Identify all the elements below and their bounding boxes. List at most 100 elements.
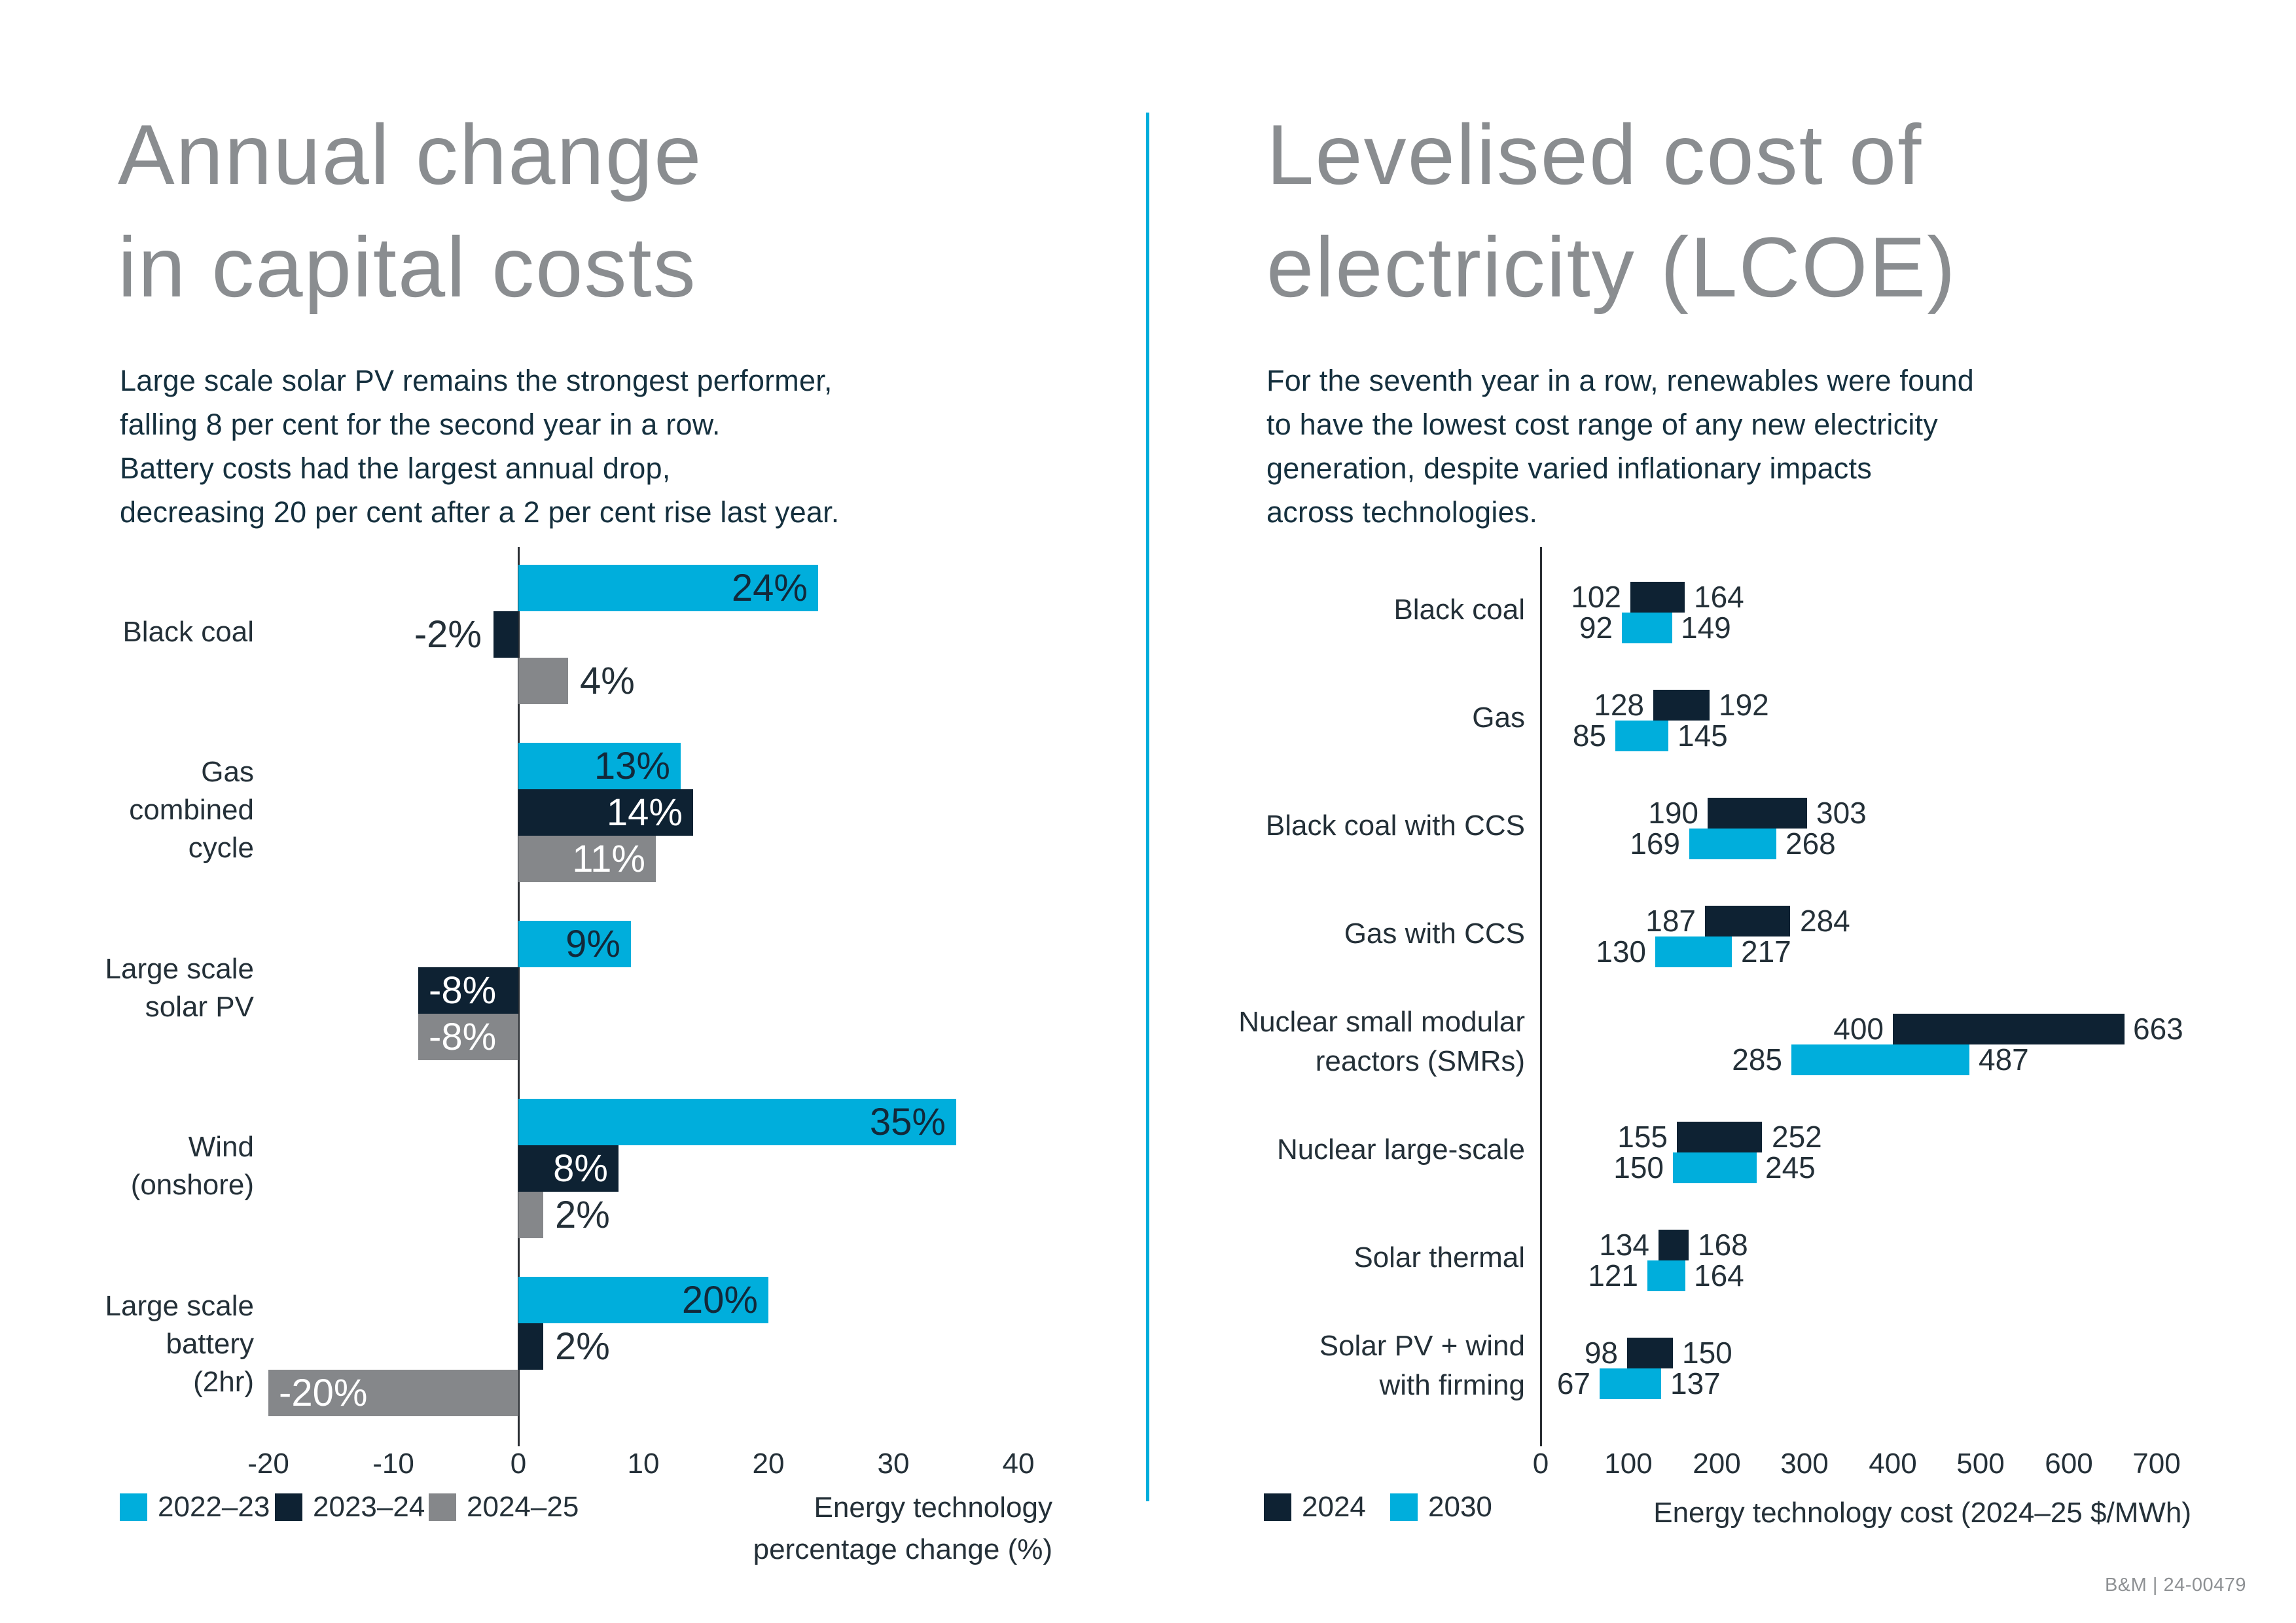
axis-tick-label: 300 xyxy=(1780,1448,1829,1480)
category-label: Large scale solar PV xyxy=(105,953,254,1023)
bar-value-label: -20% xyxy=(279,1372,368,1414)
right-chart-title: Levelised cost of electricity (LCOE) xyxy=(1266,107,1957,315)
range-max-label: 168 xyxy=(1698,1228,1748,1262)
range-max-label: 487 xyxy=(1979,1043,2029,1077)
range-min-label: 134 xyxy=(1599,1228,1649,1262)
range-min-label: 67 xyxy=(1556,1366,1590,1400)
range-min-label: 187 xyxy=(1645,904,1696,938)
bar-2022–23 xyxy=(518,565,818,611)
range-max-label: 663 xyxy=(2133,1012,2183,1046)
bar-2022–23 xyxy=(518,1099,956,1145)
axis-tick-label: -20 xyxy=(247,1448,289,1480)
axis-tick-label: 600 xyxy=(2045,1448,2093,1480)
bar-value-label: -8% xyxy=(429,969,497,1012)
range-max-label: 252 xyxy=(1772,1120,1822,1154)
legend-label: 2024 xyxy=(1302,1491,1366,1523)
legend-item: 2022–23 xyxy=(120,1491,270,1524)
category-label: Gas combined cycle xyxy=(129,756,254,864)
range-bar-2024 xyxy=(1708,798,1807,829)
axis-tick-label: 30 xyxy=(877,1448,910,1480)
legend-item: 2024 xyxy=(1264,1491,1366,1524)
bar-2022–23 xyxy=(518,921,631,967)
category-label: Wind (onshore) xyxy=(130,1131,254,1201)
range-min-label: 169 xyxy=(1630,827,1680,861)
range-max-label: 284 xyxy=(1800,904,1850,938)
legend-label: 2022–23 xyxy=(158,1491,270,1523)
axis-tick-label: 20 xyxy=(752,1448,785,1480)
range-min-label: 190 xyxy=(1648,796,1698,830)
range-max-label: 164 xyxy=(1694,580,1744,614)
legend-swatch-icon xyxy=(429,1493,456,1521)
range-max-label: 137 xyxy=(1670,1366,1721,1400)
range-min-label: 285 xyxy=(1732,1043,1782,1077)
bar-value-label: 11% xyxy=(572,838,645,880)
left-axis-caption: Energy technology percentage change (%) xyxy=(753,1491,1052,1565)
bar-value-label: 13% xyxy=(594,745,670,787)
legend-item: 2023–24 xyxy=(275,1491,425,1524)
left-chart-subtitle: Large scale solar PV remains the stronge… xyxy=(120,364,840,529)
category-label: Solar PV + wind with firming xyxy=(1319,1330,1525,1401)
legend-swatch-icon xyxy=(1390,1493,1418,1521)
bar-value-label: 9% xyxy=(565,923,620,965)
bar-value-label: 4% xyxy=(580,660,635,702)
bar-2024–25 xyxy=(268,1370,518,1416)
footer-credit: B&M | 24-00479 xyxy=(2104,1575,2246,1596)
axis-tick-label: 700 xyxy=(2132,1448,2181,1480)
range-bar-2030 xyxy=(1673,1152,1757,1183)
axis-tick-label: 40 xyxy=(1002,1448,1035,1480)
range-max-label: 149 xyxy=(1681,611,1731,645)
axis-tick-label: 100 xyxy=(1604,1448,1653,1480)
range-min-label: 98 xyxy=(1584,1336,1618,1370)
bar-value-label: -8% xyxy=(429,1016,497,1058)
axis-tick-label: 500 xyxy=(1956,1448,2005,1480)
range-max-label: 150 xyxy=(1682,1336,1732,1370)
bar-2024–25 xyxy=(418,1014,518,1060)
bar-2022–23 xyxy=(518,743,681,789)
range-bar-2030 xyxy=(1615,721,1668,751)
right-chart-subtitle: For the seventh year in a row, renewable… xyxy=(1266,364,1974,529)
range-min-label: 85 xyxy=(1572,719,1606,753)
bar-2023–24 xyxy=(518,789,693,836)
axis-tick-label: 400 xyxy=(1869,1448,1917,1480)
category-label: Nuclear small modular reactors (SMRs) xyxy=(1238,1006,1525,1077)
range-max-label: 164 xyxy=(1694,1258,1744,1293)
right-axis-caption: Energy technology cost (2024–25 $/MWh) xyxy=(1653,1497,2191,1529)
bar-2024–25 xyxy=(518,836,656,882)
category-label: Black coal with CCS xyxy=(1265,810,1525,842)
range-bar-2024 xyxy=(1630,582,1685,613)
axis-tick-label: 0 xyxy=(1532,1448,1549,1480)
x-axis-zero-line xyxy=(518,547,520,1446)
panel-divider xyxy=(1146,113,1149,1501)
range-bar-2030 xyxy=(1791,1044,1969,1075)
range-min-label: 102 xyxy=(1571,580,1621,614)
range-bar-2030 xyxy=(1622,613,1672,643)
range-bar-2024 xyxy=(1627,1338,1673,1368)
range-min-label: 92 xyxy=(1579,611,1613,645)
category-label: Black coal xyxy=(1393,594,1525,626)
axis-tick-label: 200 xyxy=(1693,1448,1741,1480)
legend-label: 2030 xyxy=(1428,1491,1492,1523)
category-label: Nuclear large-scale xyxy=(1276,1133,1525,1166)
range-bar-2024 xyxy=(1653,690,1710,721)
legend-item: 2024–25 xyxy=(429,1491,579,1524)
range-max-label: 145 xyxy=(1677,719,1728,753)
range-min-label: 155 xyxy=(1617,1120,1668,1154)
bar-value-label: 14% xyxy=(606,791,683,834)
legend-item: 2030 xyxy=(1390,1491,1492,1524)
legend-swatch-icon xyxy=(1264,1493,1291,1521)
bar-2023–24 xyxy=(518,1323,543,1370)
axis-tick-label: 10 xyxy=(627,1448,660,1480)
bar-value-label: 24% xyxy=(731,567,808,609)
bar-value-label: 8% xyxy=(553,1147,608,1190)
category-label: Gas with CCS xyxy=(1344,918,1525,950)
legend-label: 2024–25 xyxy=(467,1491,579,1523)
bar-value-label: -2% xyxy=(414,613,482,656)
range-bar-2030 xyxy=(1647,1260,1685,1291)
legend-swatch-icon xyxy=(275,1493,302,1521)
bar-2023–24 xyxy=(418,967,518,1014)
bar-2023–24 xyxy=(493,611,518,658)
range-min-label: 128 xyxy=(1594,688,1644,722)
